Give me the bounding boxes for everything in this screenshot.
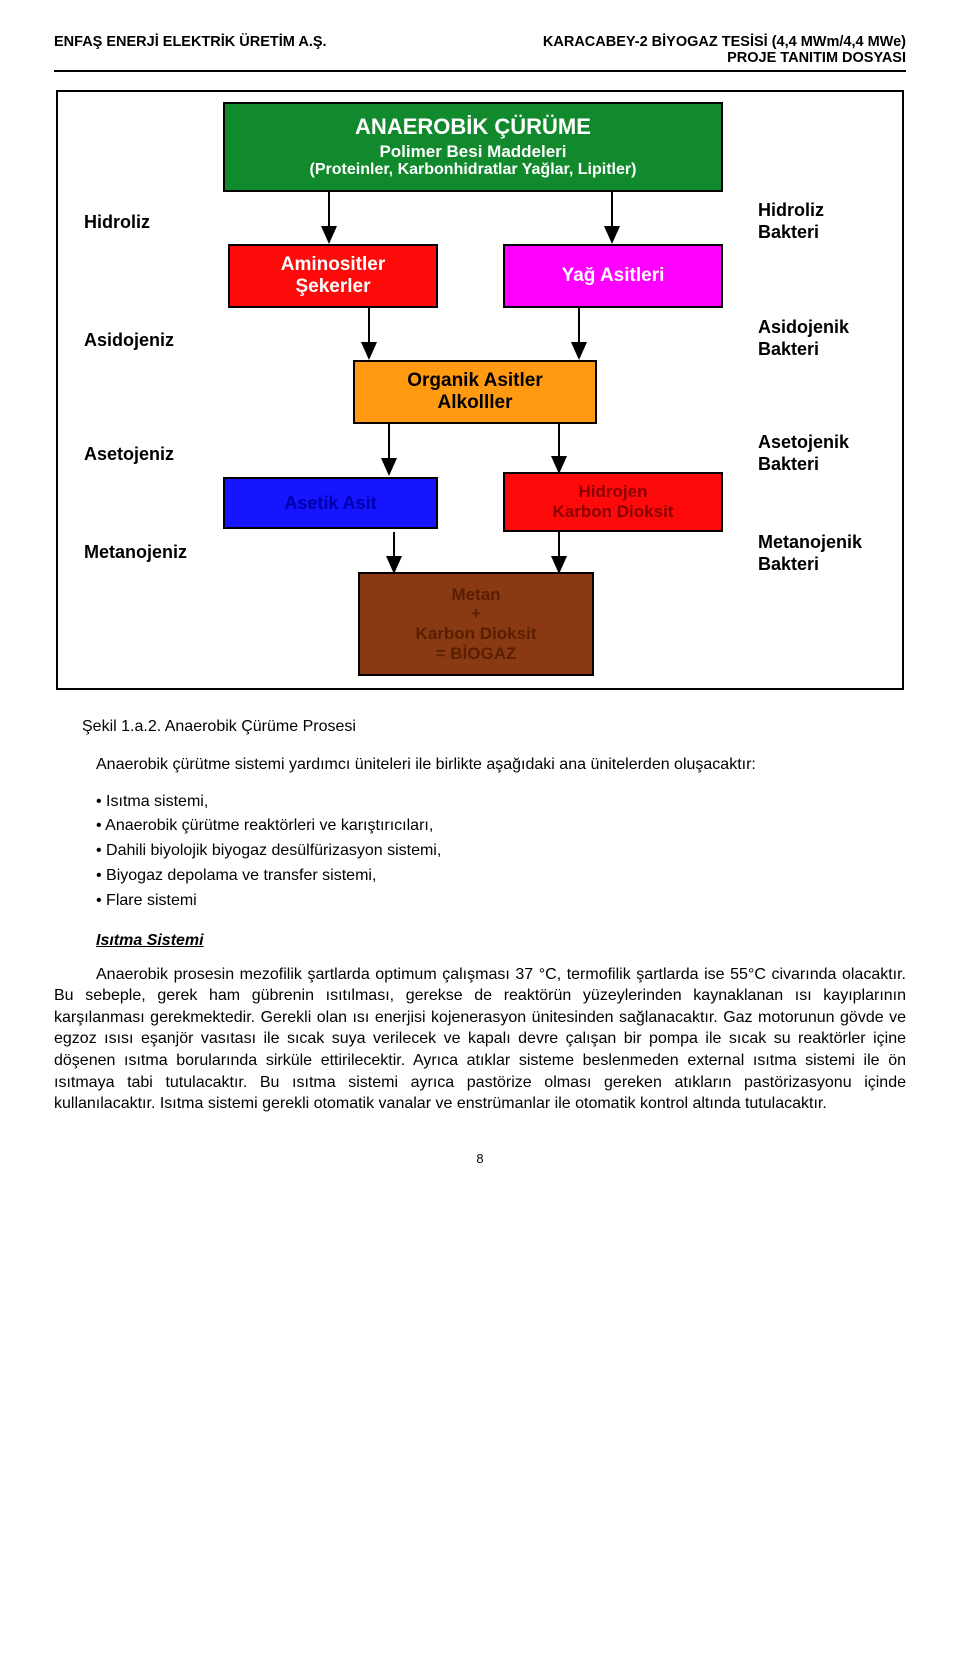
list-item: Isıtma sistemi, [96,790,906,815]
arrow-line [558,532,560,556]
node-amino-l2: Şekerler [295,276,370,298]
bacteria-label-metanojenik-1: Metanojenik [758,532,862,553]
page-container: ENFAŞ ENERJİ ELEKTRİK ÜRETİM A.Ş. KARACA… [0,0,960,1206]
node-acetic-acid: Asetik Asit [223,477,438,529]
node-biogas-l2: + [471,604,481,624]
header-right-line1: KARACABEY-2 BİYOGAZ TESİSİ (4,4 MWm/4,4 … [543,34,906,50]
bacteria-label-asidojenik-2: Bakteri [758,339,819,360]
stage-label-hidroliz: Hidroliz [84,212,150,233]
header-right: KARACABEY-2 BİYOGAZ TESİSİ (4,4 MWm/4,4 … [543,34,906,66]
anaerobic-diagram: ANAEROBİK ÇÜRÜME Polimer Besi Maddeleri … [56,90,904,690]
node-acetic-l1: Asetik Asit [284,493,376,514]
node-biogas-l3: Karbon Dioksit [416,624,537,644]
arrow-head-icon [386,556,402,574]
arrow-line [368,308,370,342]
page-number: 8 [54,1151,906,1166]
figure-caption: Şekil 1.a.2. Anaerobik Çürüme Prosesi [82,718,906,736]
node-title: ANAEROBİK ÇÜRÜME Polimer Besi Maddeleri … [223,102,723,192]
node-fat-acids: Yağ Asitleri [503,244,723,308]
bacteria-label-hidroliz-1: Hidroliz [758,200,824,221]
node-amino-l1: Aminositler [281,254,386,276]
bacteria-label-metanojenik-2: Bakteri [758,554,819,575]
stage-label-asidojeniz: Asidojeniz [84,330,174,351]
node-biogas: Metan + Karbon Dioksit = BİOGAZ [358,572,594,676]
node-amino-sugars: Aminositler Şekerler [228,244,438,308]
arrow-head-icon [571,342,587,360]
stage-label-metanojeniz: Metanojeniz [84,542,187,563]
arrow-head-icon [321,226,337,244]
list-item: Dahili biyolojik biyogaz desülfürizasyon… [96,839,906,864]
node-biogas-l1: Metan [451,585,500,605]
node-hydrogen-l1: Hidrojen [579,482,648,502]
page-header: ENFAŞ ENERJİ ELEKTRİK ÜRETİM A.Ş. KARACA… [54,34,906,72]
node-hydrogen-co2: Hidrojen Karbon Dioksit [503,472,723,532]
bacteria-label-hidroliz-2: Bakteri [758,222,819,243]
node-organic-l1: Organik Asitler [407,370,543,392]
arrow-line [388,424,390,458]
node-organic-acids: Organik Asitler Alkolller [353,360,597,424]
body-paragraph: Anaerobik prosesin mezofilik şartlarda o… [54,964,906,1115]
header-left: ENFAŞ ENERJİ ELEKTRİK ÜRETİM A.Ş. [54,34,327,66]
arrow-head-icon [361,342,377,360]
stage-label-asetojeniz: Asetojeniz [84,444,174,465]
node-fat-l1: Yağ Asitleri [562,265,665,287]
arrow-line [578,308,580,342]
intro-paragraph: Anaerobik çürütme sistemi yardımcı ünite… [54,754,906,776]
arrow-head-icon [551,456,567,474]
node-title-line3: (Proteinler, Karbonhidratlar Yağlar, Lip… [310,161,637,179]
section-subheading: Isıtma Sistemi [96,932,906,950]
list-item: Flare sistemi [96,889,906,914]
bacteria-label-asetojenik-1: Asetojenik [758,432,849,453]
arrow-head-icon [381,458,397,476]
arrow-head-icon [604,226,620,244]
node-title-line1: ANAEROBİK ÇÜRÜME [355,114,591,139]
arrow-line [328,192,330,226]
bacteria-label-asetojenik-2: Bakteri [758,454,819,475]
header-right-line2: PROJE TANITIM DOSYASI [543,50,906,66]
arrow-head-icon [551,556,567,574]
node-hydrogen-l2: Karbon Dioksit [553,502,674,522]
arrow-line [558,424,560,456]
list-item: Anaerobik çürütme reaktörleri ve karıştı… [96,814,906,839]
node-biogas-l4: = BİOGAZ [436,644,517,664]
bacteria-label-asidojenik-1: Asidojenik [758,317,849,338]
arrow-line [611,192,613,226]
node-title-line2: Polimer Besi Maddeleri [379,142,566,162]
node-organic-l2: Alkolller [438,392,513,414]
arrow-line [393,532,395,556]
list-item: Biyogaz depolama ve transfer sistemi, [96,864,906,889]
unit-list: Isıtma sistemi, Anaerobik çürütme reaktö… [96,790,906,914]
